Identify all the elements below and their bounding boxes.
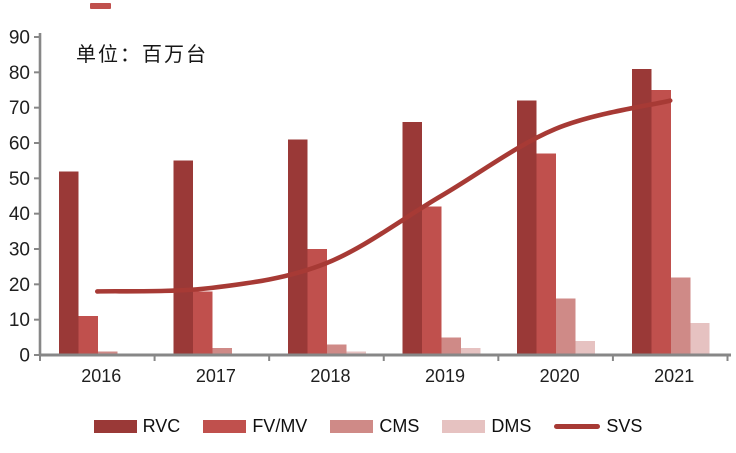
bar-rvc-2016 xyxy=(58,171,79,355)
legend-swatch-cms xyxy=(330,419,374,433)
x-axis-label: 2021 xyxy=(654,366,694,386)
bar-rvc-2018 xyxy=(288,139,308,355)
bar-cms-2020 xyxy=(556,298,576,355)
legend-item-cms: CMS xyxy=(330,417,419,435)
bar-cms-2018 xyxy=(327,344,347,355)
chart-plot-area: 0 10 20 30 40 50 60 70 80 90 2016 2017 2018 2019 2020 2… xyxy=(9,28,731,386)
bar-fv-mv-2020 xyxy=(536,153,557,355)
bar-rvc-2019 xyxy=(402,121,423,355)
bar-dms-2020 xyxy=(575,340,596,355)
y-axis-label: 50 xyxy=(9,169,30,190)
bar-rvc-2020 xyxy=(517,100,537,355)
x-axis-label: 2016 xyxy=(81,366,121,386)
bar-cms-2017 xyxy=(212,347,232,355)
bar-fv-mv-2018 xyxy=(307,249,328,355)
bar-dms-2021 xyxy=(690,323,710,355)
legend-swatch-fv-mv xyxy=(203,419,247,433)
y-axis-label: 30 xyxy=(9,240,30,261)
bar-rvc-2021 xyxy=(631,68,652,356)
x-axis-label: 2019 xyxy=(425,366,465,386)
legend-line-svs xyxy=(554,423,601,429)
svs-line xyxy=(94,98,673,294)
y-axis-label: 90 xyxy=(9,28,30,49)
bar-cms-2016 xyxy=(97,351,118,355)
y-axis-label: 60 xyxy=(9,134,30,155)
bar-fv-mv-2019 xyxy=(422,206,442,355)
y-axis-label: 70 xyxy=(9,98,30,119)
unit-annotation: 单位：百万台 xyxy=(76,42,208,66)
legend-label-rvc: RVC xyxy=(142,416,181,436)
legend-label-fv-mv: FV/MV xyxy=(252,416,308,436)
bar-dms-2018 xyxy=(346,351,366,355)
legend-item-fv-mv: FV/MV xyxy=(203,417,307,435)
legend-label-cms: CMS xyxy=(379,416,420,436)
legend-item-svs: SVS xyxy=(554,417,642,435)
y-axis-label: 0 xyxy=(19,346,30,367)
legend-swatch-rvc xyxy=(93,419,137,433)
bar-cms-2019 xyxy=(441,337,462,355)
bar-fv-mv-2017 xyxy=(192,291,213,355)
x-axis-label: 2017 xyxy=(196,366,236,386)
bar-rvc-2017 xyxy=(173,160,193,355)
bar-dms-2019 xyxy=(461,347,481,355)
bar-fv-mv-2016 xyxy=(78,316,98,355)
y-axis-label: 40 xyxy=(9,204,30,225)
legend-swatch-dms xyxy=(442,419,486,433)
legend-label-svs: SVS xyxy=(606,416,643,436)
bar-fv-mv-2021 xyxy=(651,90,671,355)
stray-red-dash xyxy=(90,3,111,9)
chart-legend: RVC FV/MV CMS DMS SVS xyxy=(0,412,736,440)
y-axis-label: 20 xyxy=(9,275,30,296)
legend-label-dms: DMS xyxy=(491,416,532,436)
y-axis-label: 10 xyxy=(9,310,30,331)
bar-cms-2021 xyxy=(670,277,691,355)
y-axis-label: 80 xyxy=(9,63,30,84)
legend-item-dms: DMS xyxy=(442,417,531,435)
legend-item-rvc: RVC xyxy=(93,416,181,436)
x-axis-label: 2020 xyxy=(540,366,580,386)
x-axis-label: 2018 xyxy=(310,366,350,386)
